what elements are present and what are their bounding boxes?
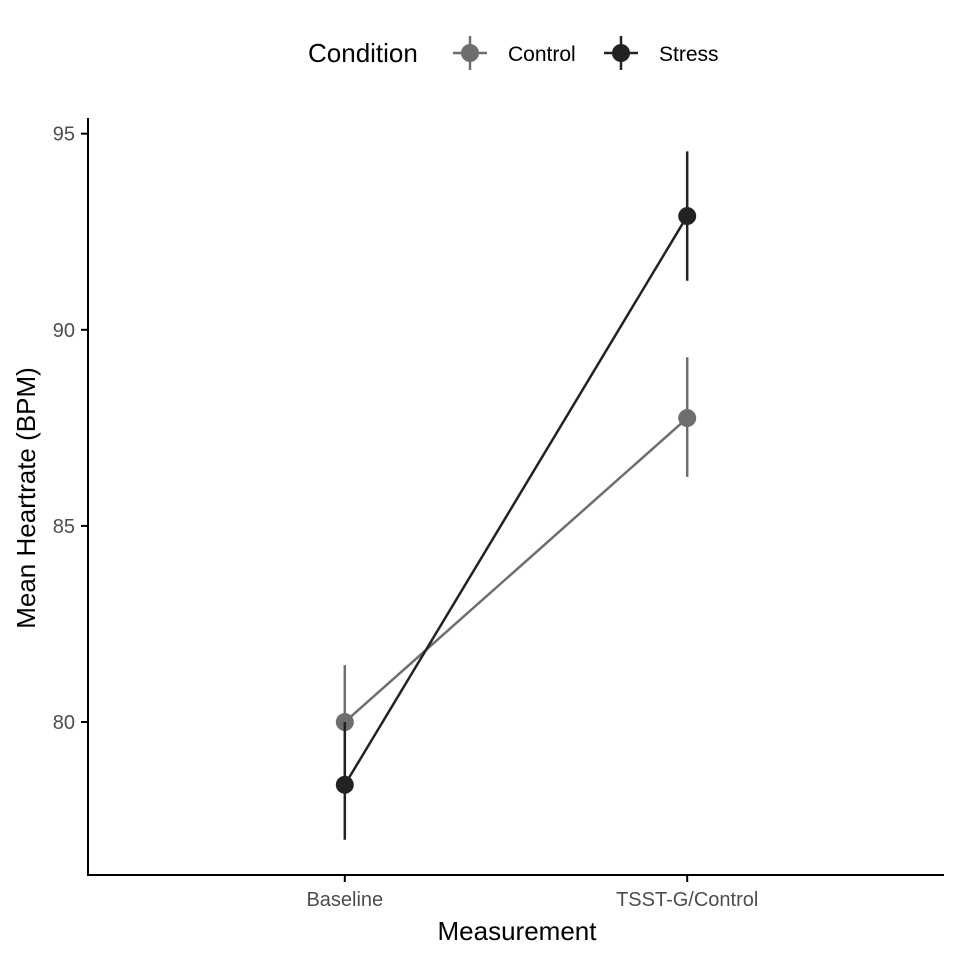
legend-label-stress: Stress (659, 43, 719, 66)
y-tick-label-85: 85 (53, 516, 75, 538)
y-tick-label-90: 90 (53, 320, 75, 342)
y-tick-label-80: 80 (53, 712, 75, 734)
series-stress (335, 151, 697, 840)
point-stress-1 (678, 207, 697, 226)
x-axis-title: Measurement (438, 916, 598, 946)
legend-item-control: Control (453, 36, 576, 70)
series-line-stress (343, 215, 689, 786)
legend-label-control: Control (508, 43, 576, 66)
legend: Condition Control Stress (308, 36, 719, 70)
legend-key-point-stress (612, 44, 630, 62)
x-tick-label-1: TSST-G/Control (616, 889, 758, 911)
plot-area: 80 85 90 95 Baseline TSST-G/Control (53, 118, 944, 911)
y-axis-title: Mean Heartrate (BPM) (11, 367, 41, 629)
series-line-control (343, 417, 689, 723)
legend-item-stress: Stress (604, 36, 719, 70)
legend-key-point-control (461, 44, 479, 62)
x-tick-label-0: Baseline (306, 889, 383, 911)
y-tick-label-95: 95 (53, 124, 75, 146)
series-control (335, 357, 697, 777)
point-stress-0 (335, 775, 354, 794)
legend-title: Condition (308, 38, 418, 68)
point-control-1 (678, 409, 697, 428)
